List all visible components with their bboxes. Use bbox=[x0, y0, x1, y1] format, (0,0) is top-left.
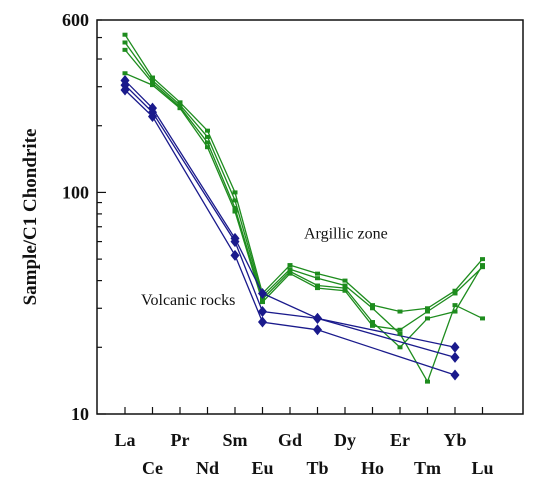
x-tick-label-Tm: Tm bbox=[414, 458, 441, 478]
marker-argillic-0-Ho bbox=[370, 303, 375, 308]
series-lines bbox=[124, 34, 484, 384]
marker-argillic-0-Tm bbox=[425, 306, 430, 311]
marker-argillic-1-Yb bbox=[452, 303, 458, 308]
marker-argillic-1-Dy bbox=[342, 283, 348, 288]
marker-volcanic-4-Eu bbox=[258, 287, 267, 299]
marker-argillic-2-Gd bbox=[287, 269, 293, 274]
x-tick-label-Yb: Yb bbox=[443, 430, 466, 450]
series-line-argillic-0 bbox=[124, 34, 483, 313]
x-tick-label-Tb: Tb bbox=[306, 458, 328, 478]
marker-argillic-1-Tb bbox=[315, 276, 320, 281]
y-tick-labels: 10 100 600 bbox=[62, 10, 89, 424]
plot-frame bbox=[96, 19, 524, 415]
series-line-argillic-1 bbox=[124, 42, 483, 384]
series-line-argillic-3 bbox=[124, 72, 483, 331]
marker-volcanic-6-Tb bbox=[313, 324, 322, 336]
marker-volcanic-6-Sm bbox=[230, 249, 240, 261]
x-tick-label-Lu: Lu bbox=[471, 458, 493, 478]
marker-argillic-2-Ho bbox=[370, 320, 375, 325]
marker-argillic-1-Tm bbox=[425, 379, 430, 384]
x-tick-label-Gd: Gd bbox=[278, 430, 302, 450]
marker-argillic-1-Er bbox=[397, 331, 403, 336]
marker-argillic-1-Lu bbox=[480, 316, 485, 321]
marker-argillic-0-Nd bbox=[205, 128, 210, 133]
marker-argillic-2-Nd bbox=[205, 140, 210, 145]
marker-argillic-2-Tb bbox=[315, 283, 320, 288]
marker-argillic-2-Eu bbox=[260, 297, 265, 302]
marker-volcanic-6-Eu bbox=[258, 316, 267, 328]
marker-argillic-3-Lu bbox=[480, 265, 485, 270]
series-markers bbox=[120, 32, 485, 384]
marker-volcanic-4-Yb bbox=[450, 341, 460, 353]
marker-argillic-3-Ho bbox=[370, 323, 375, 328]
marker-argillic-0-Dy bbox=[342, 278, 348, 283]
marker-argillic-0-La bbox=[122, 32, 128, 37]
marker-argillic-1-La bbox=[122, 40, 128, 45]
marker-argillic-3-Tm bbox=[425, 309, 430, 314]
marker-volcanic-5-Sm bbox=[230, 236, 240, 248]
marker-argillic-3-Sm bbox=[232, 209, 238, 214]
marker-argillic-1-Ho bbox=[370, 306, 375, 311]
marker-argillic-0-Sm bbox=[232, 190, 238, 195]
x-tick-label-Nd: Nd bbox=[196, 458, 219, 478]
marker-argillic-1-Nd bbox=[205, 134, 210, 139]
marker-volcanic-6-La bbox=[120, 84, 130, 96]
x-tick-label-Ho: Ho bbox=[361, 458, 384, 478]
y-tick-label-600: 600 bbox=[62, 10, 89, 30]
x-tick-label-Dy: Dy bbox=[334, 430, 356, 450]
marker-argillic-0-Lu bbox=[480, 257, 485, 262]
marker-argillic-2-Ce bbox=[150, 80, 155, 85]
marker-argillic-2-Tm bbox=[425, 316, 430, 321]
marker-argillic-3-Ce bbox=[150, 83, 155, 88]
marker-argillic-0-Tb bbox=[315, 271, 320, 276]
marker-argillic-1-Ce bbox=[150, 78, 155, 83]
marker-volcanic-5-Yb bbox=[450, 351, 460, 363]
marker-argillic-2-Yb bbox=[452, 309, 458, 314]
marker-argillic-3-Er bbox=[397, 327, 403, 332]
marker-argillic-2-Sm bbox=[232, 206, 238, 211]
marker-argillic-2-Er bbox=[397, 345, 403, 350]
axis-ticks bbox=[97, 19, 484, 415]
y-tick-label-100: 100 bbox=[62, 182, 89, 202]
marker-argillic-3-Tb bbox=[315, 286, 320, 291]
marker-argillic-3-Yb bbox=[452, 291, 458, 296]
marker-argillic-3-Pr bbox=[177, 106, 183, 111]
x-tick-label-Eu: Eu bbox=[251, 458, 273, 478]
plot-frame-group bbox=[96, 19, 524, 415]
series-line-argillic-2 bbox=[124, 49, 484, 349]
marker-volcanic-5-Eu bbox=[258, 306, 267, 318]
marker-argillic-2-Dy bbox=[342, 286, 348, 291]
marker-argillic-1-Gd bbox=[287, 267, 293, 272]
x-tick-label-Er: Er bbox=[390, 430, 410, 450]
x-tick-label-La: La bbox=[114, 430, 135, 450]
marker-argillic-0-Yb bbox=[452, 288, 458, 293]
marker-argillic-0-Pr bbox=[177, 100, 183, 105]
marker-argillic-0-Er bbox=[397, 309, 403, 314]
marker-argillic-3-Gd bbox=[287, 271, 293, 276]
marker-volcanic-6-Yb bbox=[450, 369, 460, 381]
annotation-argillic-zone: Argillic zone bbox=[304, 225, 388, 242]
marker-argillic-3-Eu bbox=[260, 300, 265, 305]
marker-argillic-1-Sm bbox=[232, 198, 238, 203]
x-tick-label-Ce: Ce bbox=[142, 458, 163, 478]
series-line-volcanic-4 bbox=[124, 80, 456, 348]
series-line-volcanic-5 bbox=[124, 84, 456, 359]
marker-argillic-3-Nd bbox=[205, 145, 210, 150]
marker-argillic-0-Ce bbox=[150, 75, 155, 80]
marker-volcanic-5-Tb bbox=[313, 312, 322, 324]
series-line-volcanic-6 bbox=[124, 89, 456, 376]
x-tick-label-Pr: Pr bbox=[171, 430, 190, 450]
marker-volcanic-6-Ce bbox=[148, 111, 157, 123]
marker-argillic-3-La bbox=[122, 71, 128, 76]
annotation-volcanic-rocks: Volcanic rocks bbox=[141, 292, 235, 309]
marker-argillic-2-La bbox=[122, 47, 128, 52]
marker-argillic-2-Lu bbox=[480, 263, 485, 268]
marker-argillic-0-Gd bbox=[287, 263, 293, 268]
y-tick-label-10: 10 bbox=[71, 404, 89, 424]
marker-argillic-3-Dy bbox=[342, 288, 348, 293]
y-axis-label: Sample/C1 Chondrite bbox=[20, 129, 41, 306]
x-tick-label-Sm: Sm bbox=[222, 430, 247, 450]
